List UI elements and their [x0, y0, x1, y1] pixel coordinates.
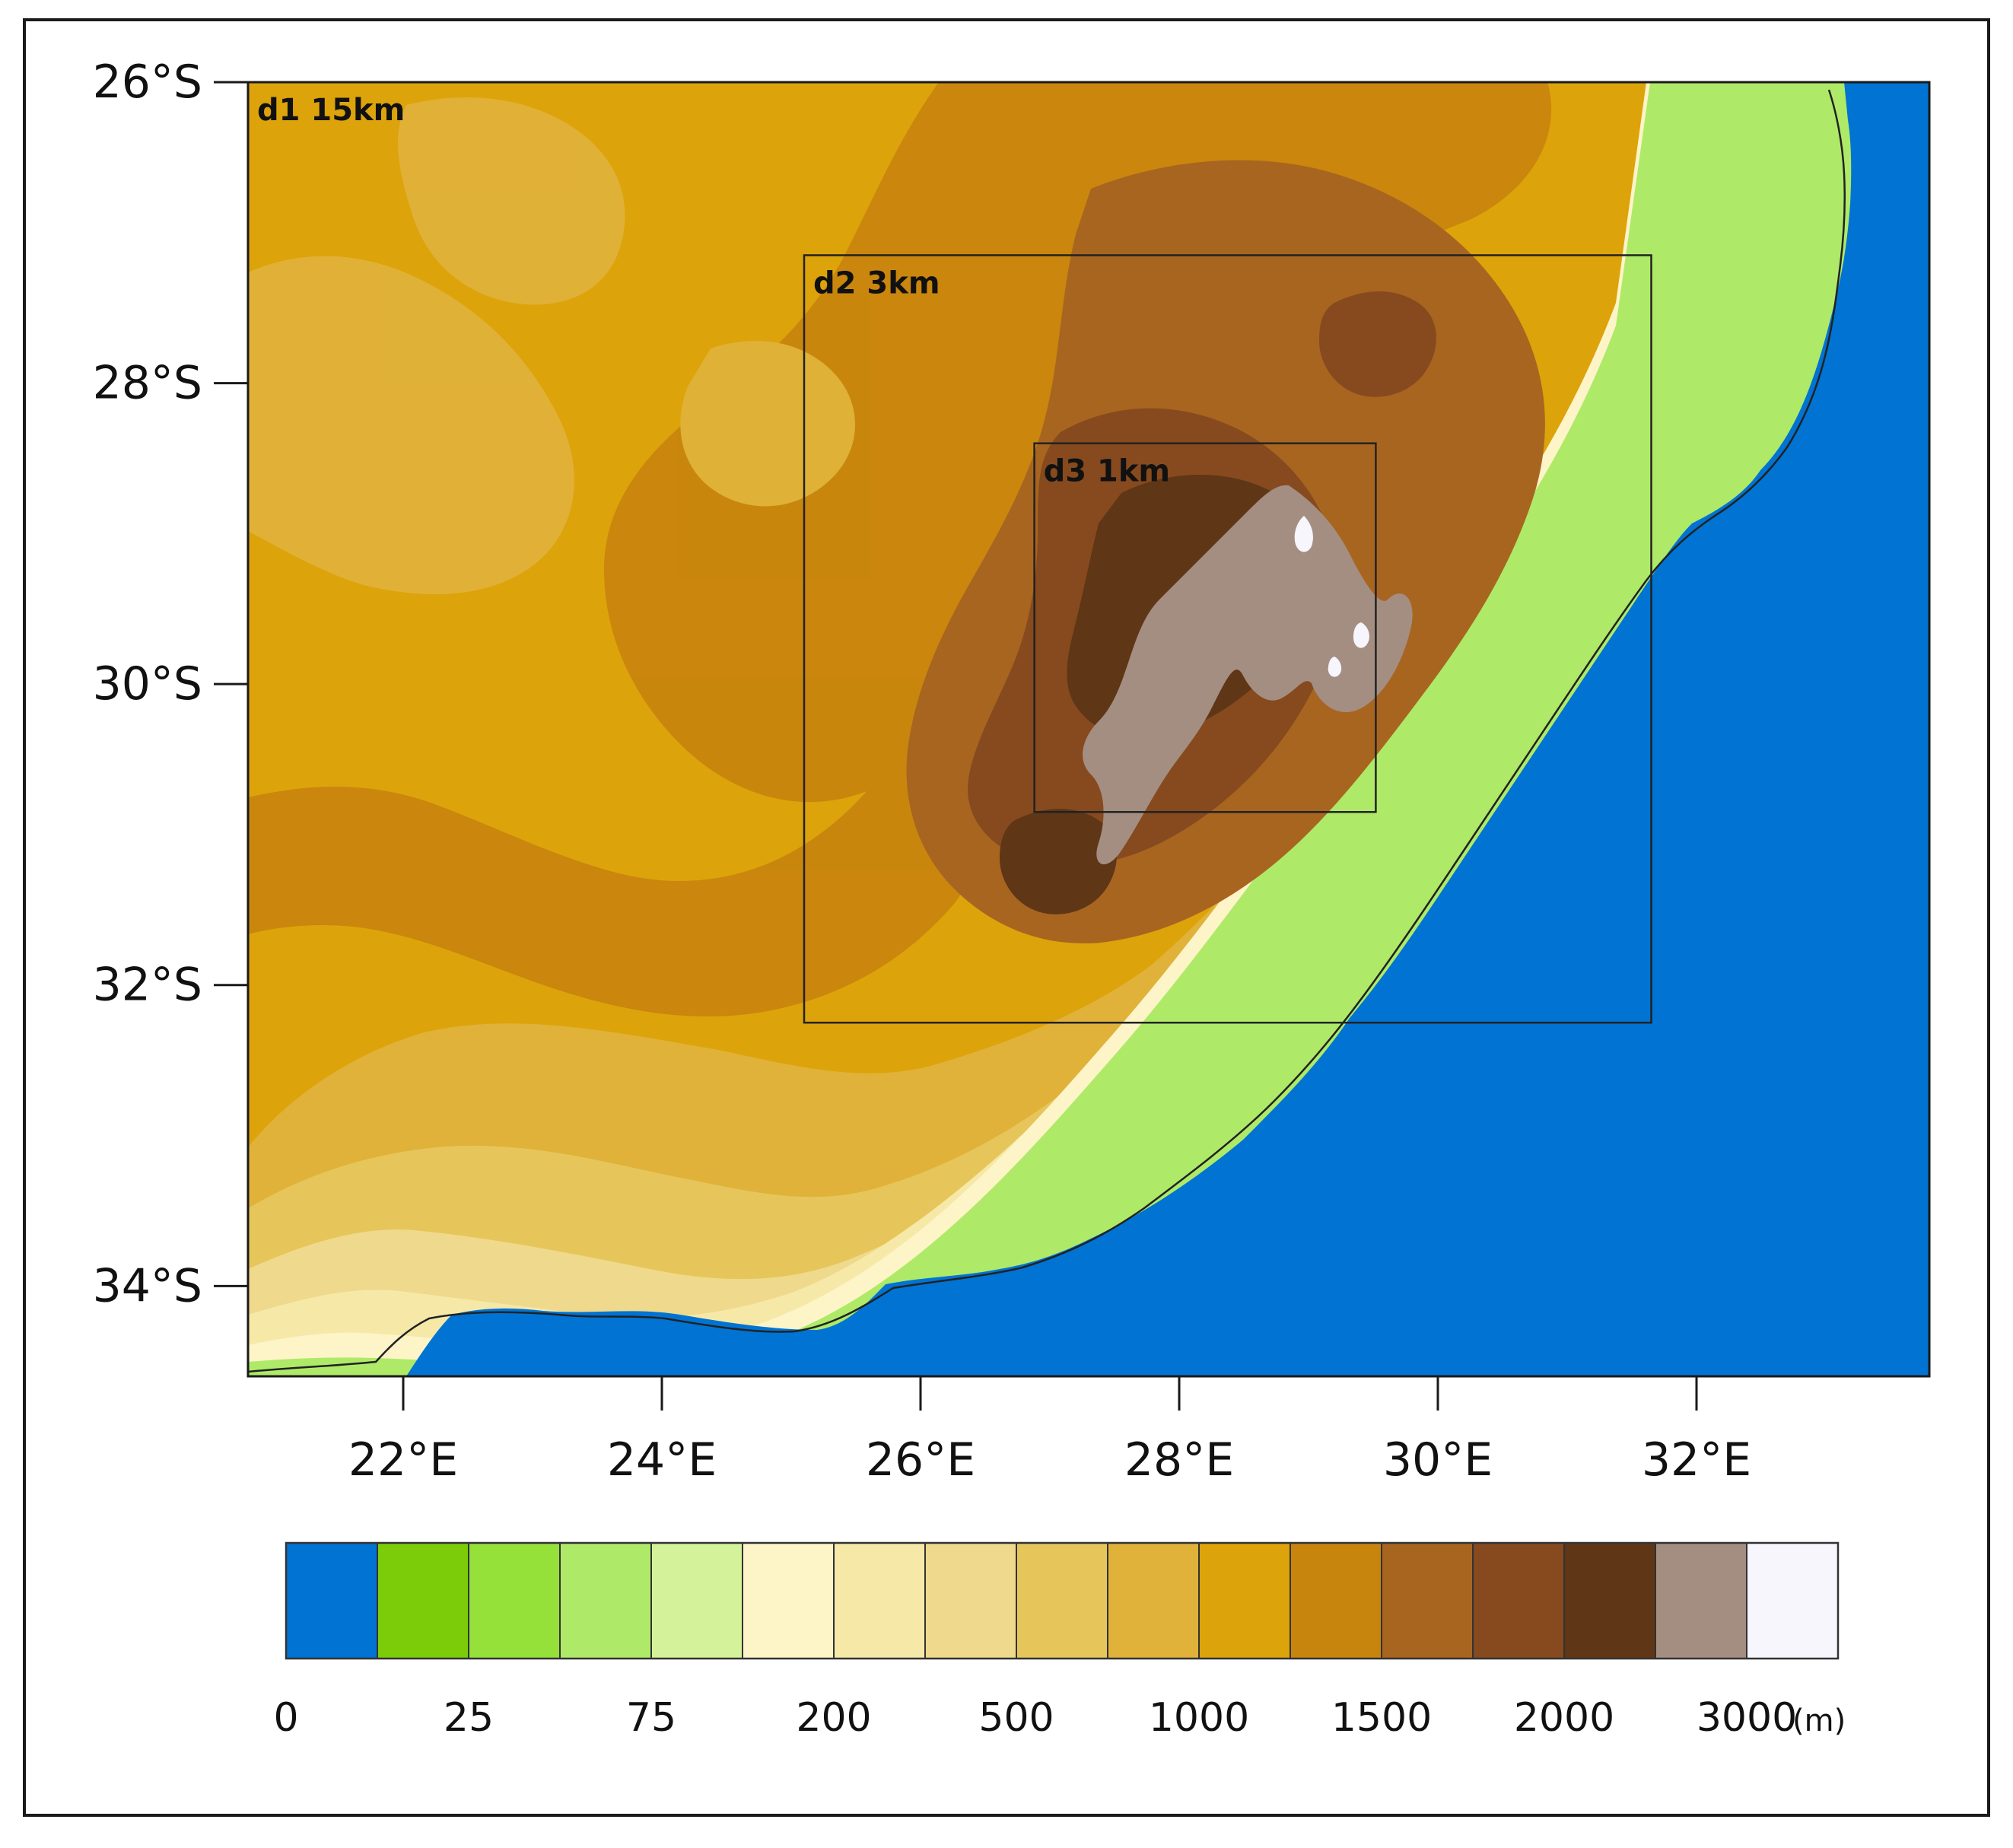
lat-tick-label: 28°S — [93, 357, 202, 410]
terrain-map: d1 15km d2 3km d3 1km 26°S 28°S 30°S 32°S 34°S… — [93, 56, 1931, 1741]
lat-tick-label: 30°S — [93, 657, 202, 711]
colorbar-tick-label: 1000 — [1149, 1695, 1249, 1741]
colorbar-swatch — [650, 1542, 743, 1659]
colorbar-swatch — [924, 1542, 1017, 1659]
colorbar-swatch — [1016, 1542, 1108, 1659]
lon-tick-label: 32°E — [1642, 1433, 1751, 1487]
lon-tick-label: 26°E — [866, 1433, 975, 1487]
nested-domain-boxes: d1 15km d2 3km d3 1km — [257, 93, 1652, 1024]
colorbar-swatch — [1655, 1542, 1747, 1659]
colorbar-unit-label: (m) — [1792, 1703, 1846, 1738]
colorbar-tick-label: 75 — [626, 1695, 676, 1741]
colorbar-tick-label: 200 — [796, 1695, 871, 1741]
colorbar-swatch — [742, 1542, 835, 1659]
figure-frame: d1 15km d2 3km d3 1km 26°S 28°S 30°S 32°S 34°S… — [23, 18, 1990, 1817]
lon-tick-label: 28°E — [1124, 1433, 1234, 1487]
elevation-colorbar: 0 25 75 200 500 1000 1500 2000 3000 — [273, 1541, 1840, 1741]
colorbar-swatch — [559, 1542, 652, 1659]
colorbar-tick-label: 500 — [978, 1695, 1054, 1741]
lat-tick-label: 32°S — [93, 959, 202, 1012]
lon-tick-label: 30°E — [1383, 1433, 1493, 1487]
colorbar-swatch — [1290, 1542, 1382, 1659]
latitude-axis: 26°S 28°S 30°S 32°S 34°S — [93, 56, 248, 1312]
domain-label-2: d2 3km — [813, 266, 940, 301]
colorbar-tick-label: 25 — [444, 1695, 494, 1741]
colorbar-border — [285, 1541, 1840, 1660]
colorbar-swatch — [1746, 1542, 1839, 1659]
colorbar-swatch — [285, 1542, 378, 1659]
domain-box-3 — [1033, 442, 1377, 813]
terrain-field — [248, 82, 1929, 1376]
lat-tick-label: 26°S — [93, 56, 202, 109]
colorbar-tick-label: 2000 — [1514, 1695, 1614, 1741]
colorbar-tick-label: 3000 — [1697, 1695, 1797, 1741]
colorbar-tick-label: 1500 — [1331, 1695, 1432, 1741]
colorbar-swatch — [1472, 1542, 1565, 1659]
map-plot-border — [246, 81, 1931, 1378]
domain-label-1: d1 15km — [257, 93, 405, 128]
longitude-axis: 22°E 24°E 26°E 28°E 30°E 32°E — [348, 1376, 1751, 1487]
colorbar-swatch — [468, 1542, 561, 1659]
colorbar-swatch — [1381, 1542, 1474, 1659]
colorbar-swatch — [377, 1542, 469, 1659]
lon-tick-label: 22°E — [348, 1433, 458, 1487]
colorbar-swatch — [1198, 1542, 1291, 1659]
colorbar-swatch — [833, 1542, 926, 1659]
colorbar-swatch — [1563, 1542, 1656, 1659]
colorbar-tick-label: 0 — [273, 1695, 298, 1741]
lat-tick-label: 34°S — [93, 1259, 202, 1312]
colorbar-swatch — [1107, 1542, 1200, 1659]
lon-tick-label: 24°E — [607, 1433, 717, 1487]
domain-label-3: d3 1km — [1044, 454, 1171, 489]
domain-box-2 — [803, 254, 1652, 1024]
